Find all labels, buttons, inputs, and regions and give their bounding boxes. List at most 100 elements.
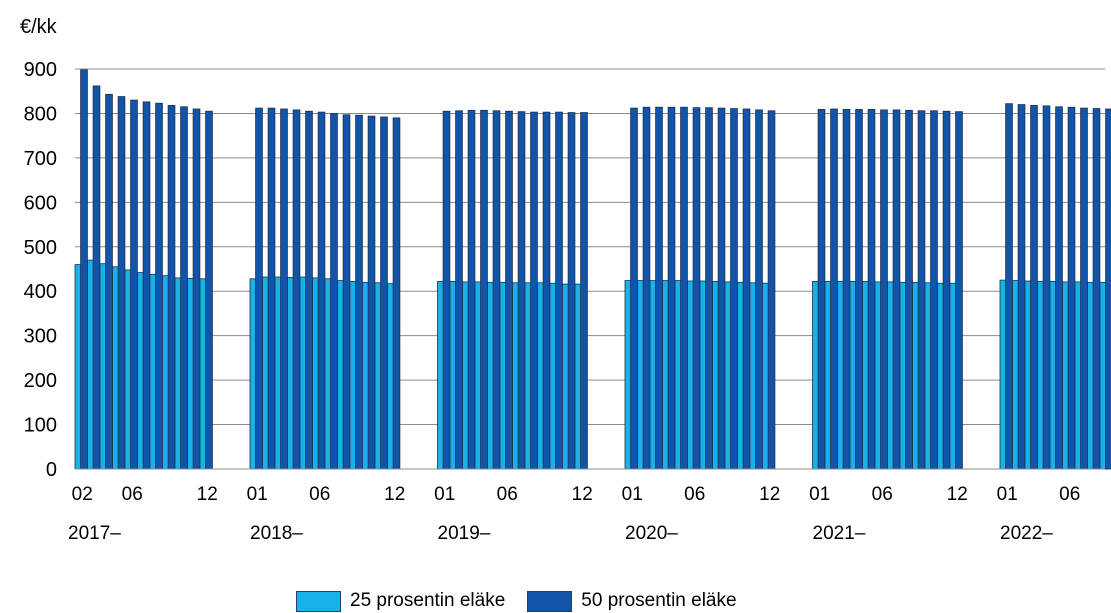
bar-50 (667, 106, 676, 470)
bar-50 (105, 93, 113, 470)
bar-50 (480, 109, 488, 470)
bar-50 (192, 108, 201, 470)
bar-50 (317, 111, 326, 470)
x-tick-label: 06 (497, 484, 518, 505)
year-label: 2020– (625, 523, 678, 544)
year-label: 2018– (250, 523, 303, 544)
year-label: 2017– (68, 523, 121, 544)
x-tick-label: 06 (872, 484, 893, 505)
bar-50 (542, 111, 551, 470)
y-tick-label: 800 (24, 103, 57, 125)
y-tick-label: 200 (24, 370, 57, 392)
bar-50 (280, 108, 288, 470)
x-tick-label: 02 (72, 484, 93, 505)
legend-item-25: 25 prosentin eläke (296, 590, 505, 612)
bar-50 (1042, 105, 1051, 470)
x-tick-label: 01 (622, 484, 643, 505)
bar-50 (930, 110, 938, 470)
bar-50 (867, 109, 876, 470)
y-axis-label: €/kk (20, 16, 58, 38)
legend: 25 prosentin eläke 50 prosentin eläke (296, 590, 759, 612)
y-tick-label: 100 (24, 415, 57, 437)
legend-label-25: 25 prosentin eläke (350, 590, 506, 611)
bar-50 (680, 106, 688, 470)
year-label: 2021– (813, 523, 866, 544)
x-tick-label: 12 (947, 484, 968, 505)
x-tick-label: 06 (1059, 484, 1080, 505)
bar-50 (142, 101, 151, 470)
y-tick-label: 300 (24, 326, 57, 348)
bar-50 (855, 109, 863, 470)
y-tick-label: 0 (46, 459, 57, 481)
bar-50 (1005, 103, 1013, 470)
bar-50 (492, 110, 501, 470)
y-tick-label: 500 (24, 237, 57, 259)
x-tick-label: 12 (384, 484, 405, 505)
bar-50 (1080, 107, 1088, 470)
bar-50 (692, 107, 701, 470)
bar-50 (155, 102, 163, 470)
bar-50 (442, 110, 451, 470)
y-tick-label: 900 (24, 59, 57, 81)
x-tick-label: 12 (572, 484, 593, 505)
bar-50 (917, 110, 926, 470)
bar-50 (1067, 106, 1076, 470)
bar-50 (80, 69, 88, 470)
bar-50 (367, 115, 376, 470)
bar-50 (305, 110, 313, 470)
bar-50 (530, 111, 538, 470)
legend-swatch-50 (527, 590, 573, 612)
bar-50 (1105, 108, 1111, 470)
bar-50 (392, 117, 401, 470)
y-tick-label: 700 (24, 148, 57, 170)
y-tick-label: 600 (24, 192, 57, 214)
year-label: 2022– (1000, 523, 1053, 544)
bar-50 (642, 106, 651, 470)
bar-50 (830, 108, 838, 470)
bar-50 (755, 109, 763, 470)
bar-50 (892, 109, 901, 470)
bar-50 (180, 106, 188, 470)
bar-50 (205, 110, 213, 470)
bar-50 (717, 107, 726, 470)
bar-50 (467, 109, 476, 470)
bar-50 (817, 109, 826, 470)
year-label: 2019– (438, 523, 491, 544)
bar-50 (517, 111, 526, 470)
bar-50 (842, 109, 851, 470)
legend-label-50: 50 prosentin eläke (581, 590, 737, 611)
bar-50 (1092, 108, 1101, 470)
bar-50 (380, 116, 388, 470)
bar-50 (1055, 106, 1063, 470)
bar-50 (955, 111, 963, 470)
bar-50 (342, 114, 351, 470)
bar-50 (580, 112, 588, 470)
x-tick-label: 01 (809, 484, 830, 505)
bar-50 (267, 107, 276, 470)
bar-50 (330, 113, 338, 470)
bar-50 (130, 99, 138, 470)
bar-50 (255, 107, 263, 470)
legend-item-50: 50 prosentin eläke (527, 590, 737, 612)
bar-50 (292, 109, 301, 470)
bar-50 (655, 106, 663, 470)
bar-50 (567, 112, 576, 470)
bar-50 (1017, 104, 1026, 470)
x-tick-label: 01 (434, 484, 455, 505)
bar-50 (505, 110, 513, 470)
x-tick-label: 12 (197, 484, 218, 505)
bar-50 (455, 110, 463, 470)
bar-50 (167, 105, 176, 470)
x-tick-label: 12 (759, 484, 780, 505)
x-tick-label: 06 (684, 484, 705, 505)
bar-50 (905, 109, 913, 470)
bar-50 (742, 108, 751, 470)
bar-50 (92, 85, 101, 470)
bar-50 (730, 108, 738, 470)
bar-50 (942, 110, 951, 470)
x-tick-label: 01 (247, 484, 268, 505)
bar-50 (630, 107, 638, 470)
legend-swatch-25 (296, 590, 341, 612)
bar-50 (555, 111, 563, 470)
